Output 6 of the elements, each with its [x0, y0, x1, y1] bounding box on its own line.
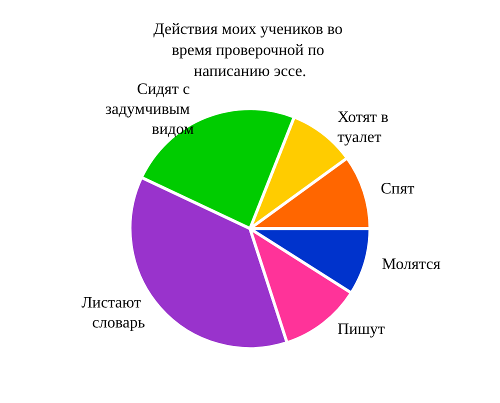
slice-label: Листают словарь: [81, 294, 145, 332]
chart-title: Действия моих учеников во время проверочной по написанию эссе.: [153, 21, 347, 80]
slice-label: Хотят в туалет: [337, 108, 392, 146]
slice-label: Молятся: [382, 256, 442, 273]
slice-label: Спят: [380, 180, 414, 198]
slice-label: Пишут: [337, 321, 385, 338]
